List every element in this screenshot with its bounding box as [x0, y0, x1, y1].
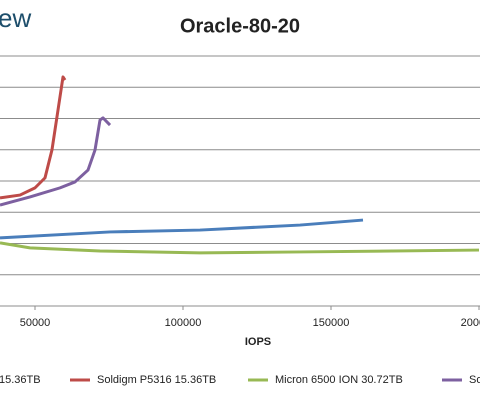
- legend-label: 15.36TB: [0, 374, 41, 386]
- x-tick-label: 100000: [165, 317, 202, 329]
- x-tick-label: 50000: [20, 317, 51, 329]
- chart-title: Oracle-80-20: [180, 15, 300, 37]
- series-line: [0, 218, 364, 240]
- legend-label: Soldigm P5316 15.36TB: [97, 374, 216, 386]
- series-line: [0, 116, 112, 207]
- legend-label: So: [469, 374, 480, 386]
- logo: ew: [0, 3, 31, 33]
- x-axis-label: IOPS: [245, 336, 271, 348]
- series-line: [0, 241, 480, 255]
- x-tick-label: 200000: [461, 317, 480, 329]
- series-line: [0, 75, 67, 200]
- x-tick-label: 150000: [313, 317, 350, 329]
- legend-label: Micron 6500 ION 30.72TB: [275, 374, 403, 386]
